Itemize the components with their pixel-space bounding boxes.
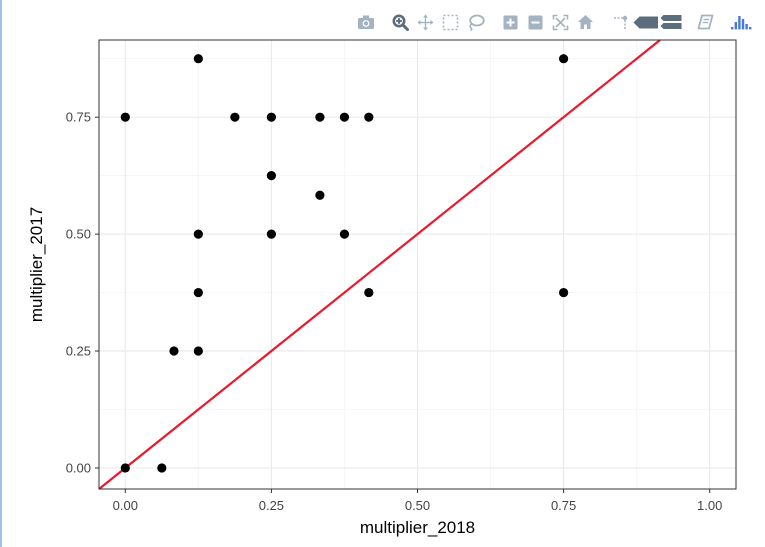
y-tick-label: 0.00 bbox=[66, 460, 91, 475]
data-point[interactable] bbox=[315, 112, 325, 122]
data-point[interactable] bbox=[364, 287, 374, 298]
home-icon bbox=[577, 14, 594, 30]
x-tick-label: 0.50 bbox=[405, 498, 430, 513]
data-point[interactable] bbox=[169, 346, 179, 356]
data-point[interactable] bbox=[266, 171, 276, 181]
data-point[interactable] bbox=[315, 190, 325, 200]
autoscale-button[interactable] bbox=[548, 8, 573, 36]
x-axis-title: multiplier_2018 bbox=[360, 518, 475, 537]
y-tick-label: 0.25 bbox=[66, 344, 91, 359]
data-point[interactable] bbox=[120, 112, 130, 122]
data-point[interactable] bbox=[266, 229, 276, 239]
hover-closest-icon bbox=[633, 15, 659, 30]
zoom-out-button[interactable] bbox=[523, 8, 548, 36]
data-point[interactable] bbox=[193, 54, 203, 64]
data-point[interactable] bbox=[339, 112, 350, 122]
plotly-logo-button[interactable] bbox=[728, 8, 753, 36]
y-tick-label: 0.75 bbox=[66, 110, 91, 125]
autoscale-icon bbox=[552, 14, 569, 31]
data-point[interactable] bbox=[157, 463, 167, 473]
zoom-out-icon bbox=[528, 15, 543, 30]
data-point[interactable] bbox=[559, 287, 569, 298]
reference-line-layer bbox=[98, 39, 661, 490]
spike-lines-button[interactable] bbox=[608, 8, 633, 36]
box-select-icon bbox=[442, 14, 459, 31]
hover-compare-icon bbox=[660, 14, 682, 30]
zoom-icon bbox=[392, 14, 409, 31]
grid-lines bbox=[99, 40, 736, 489]
hover-compare-button[interactable] bbox=[658, 8, 683, 36]
edit-chart-button[interactable] bbox=[693, 8, 718, 36]
zoom-in-button[interactable] bbox=[498, 8, 523, 36]
data-point[interactable] bbox=[193, 287, 203, 298]
reference-line bbox=[98, 39, 661, 490]
x-tick-label: 0.25 bbox=[259, 498, 284, 513]
plotly-logo-icon bbox=[730, 13, 752, 31]
y-axis-ticks: 0.00 0.25 0.50 0.75 bbox=[66, 110, 99, 475]
data-point[interactable] bbox=[559, 54, 569, 64]
data-point[interactable] bbox=[120, 463, 130, 473]
zoom-button[interactable] bbox=[388, 8, 413, 36]
spike-lines-icon bbox=[612, 14, 629, 30]
data-point[interactable] bbox=[193, 229, 203, 239]
y-axis-title: multiplier_2017 bbox=[27, 207, 46, 322]
camera-button[interactable] bbox=[353, 8, 378, 36]
camera-icon bbox=[357, 14, 375, 30]
pan-icon bbox=[417, 14, 434, 31]
data-point[interactable] bbox=[364, 112, 374, 122]
data-point[interactable] bbox=[230, 112, 240, 122]
x-tick-label: 1.00 bbox=[697, 498, 722, 513]
hover-closest-button[interactable] bbox=[633, 8, 658, 36]
x-tick-label: 0.75 bbox=[551, 498, 576, 513]
data-point[interactable] bbox=[266, 112, 276, 122]
home-button[interactable] bbox=[573, 8, 598, 36]
box-select-button[interactable] bbox=[438, 8, 463, 36]
x-axis-ticks: 0.00 0.25 0.50 0.75 1.00 bbox=[113, 489, 722, 513]
y-tick-label: 0.50 bbox=[66, 227, 91, 242]
modebar bbox=[353, 8, 753, 36]
points-layer bbox=[120, 54, 569, 473]
data-point[interactable] bbox=[193, 346, 203, 356]
zoom-in-icon bbox=[503, 15, 518, 30]
data-point[interactable] bbox=[339, 229, 350, 239]
x-tick-label: 0.00 bbox=[113, 498, 138, 513]
lasso-select-icon bbox=[467, 14, 485, 31]
pan-button[interactable] bbox=[413, 8, 438, 36]
lasso-select-button[interactable] bbox=[463, 8, 488, 36]
edit-chart-icon bbox=[697, 14, 714, 30]
